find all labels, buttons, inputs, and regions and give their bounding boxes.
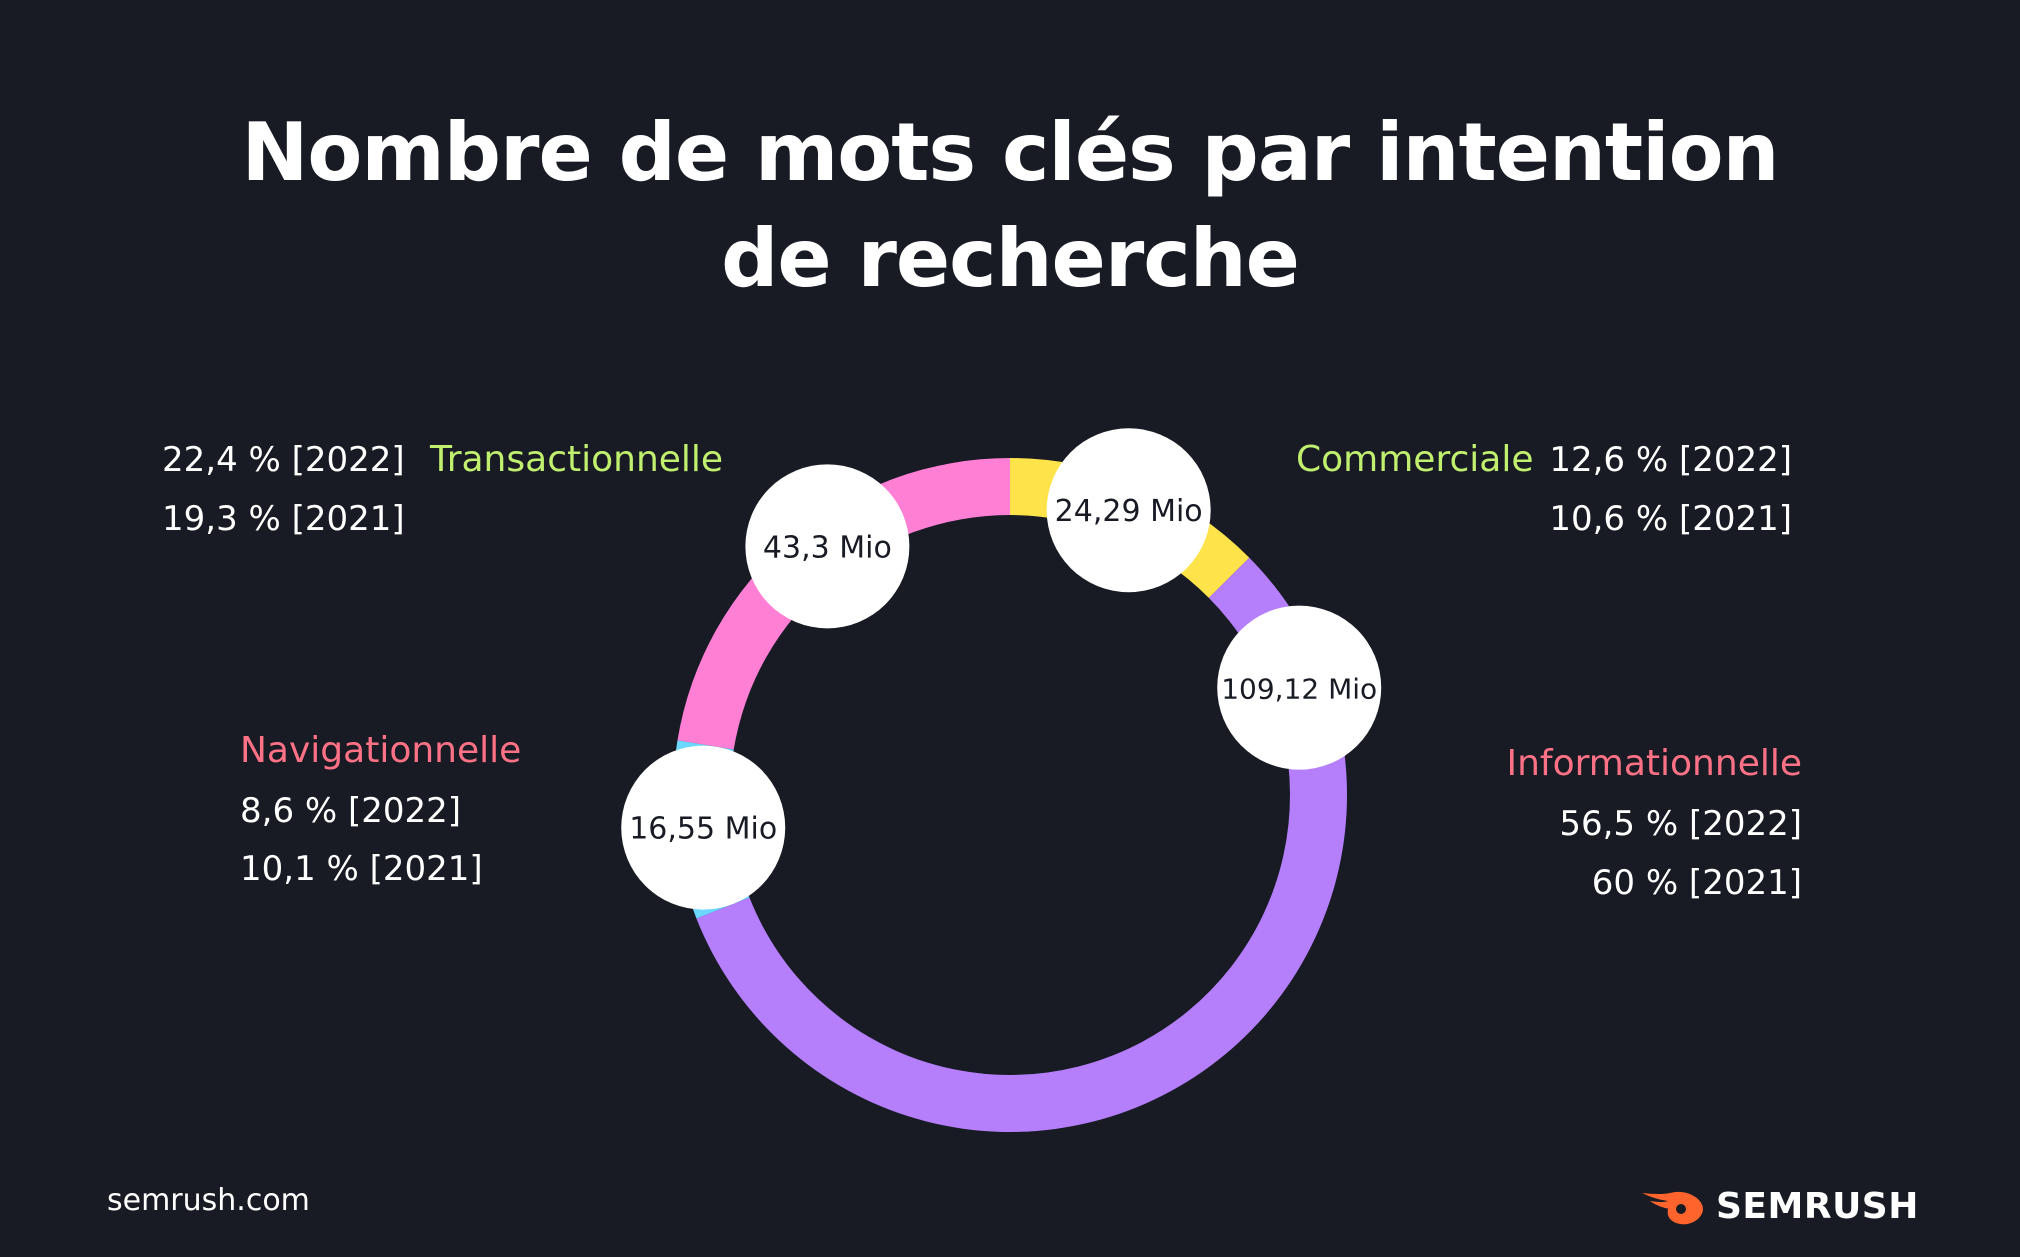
title-line-2: de recherche: [721, 212, 1300, 305]
footer-site: semrush.com: [107, 1183, 310, 1218]
logo-text: SEMRUSH: [1716, 1186, 1919, 1227]
value-bubble-navigationnelle: [621, 745, 786, 910]
share-2021-transactionnelle: 19,3 % [2021]: [162, 499, 405, 539]
share-2021-navigationnelle: 10,1 % [2021]: [240, 849, 483, 889]
share-2022-transactionnelle: 22,4 % [2022]: [162, 440, 405, 480]
value-bubble-commerciale: [1046, 428, 1211, 593]
legend-label-navigationnelle: Navigationnelle: [240, 730, 522, 771]
share-2022-informationnelle: 56,5 % [2022]: [1559, 804, 1802, 844]
value-label-commerciale: 24,29 Mio: [1055, 494, 1203, 529]
legend-label-informationnelle: Informationnelle: [1506, 743, 1802, 784]
legend-label-transactionnelle: Transactionnelle: [430, 439, 724, 480]
share-2022-commerciale: 12,6 % [2022]: [1549, 440, 1792, 480]
share-2021-informationnelle: 60 % [2021]: [1591, 863, 1802, 903]
title-line-1: Nombre de mots clés par intention: [241, 106, 1779, 199]
semrush-logo: SEMRUSH: [1640, 1186, 1919, 1227]
share-2022-navigationnelle: 8,6 % [2022]: [240, 791, 462, 831]
chart-title: Nombre de mots clés par intention de rec…: [0, 100, 2020, 312]
value-label-transactionnelle: 43,3 Mio: [763, 530, 892, 565]
share-2021-commerciale: 10,6 % [2021]: [1549, 499, 1792, 539]
value-bubble-informationnelle: [1217, 605, 1382, 770]
legend-label-commerciale: Commerciale: [1296, 439, 1534, 480]
value-label-navigationnelle: 16,55 Mio: [629, 812, 777, 847]
semrush-flame-icon: [1642, 1191, 1703, 1224]
value-bubble-transactionnelle: [745, 464, 910, 629]
value-label-informationnelle: 109,12 Mio: [1221, 673, 1377, 706]
